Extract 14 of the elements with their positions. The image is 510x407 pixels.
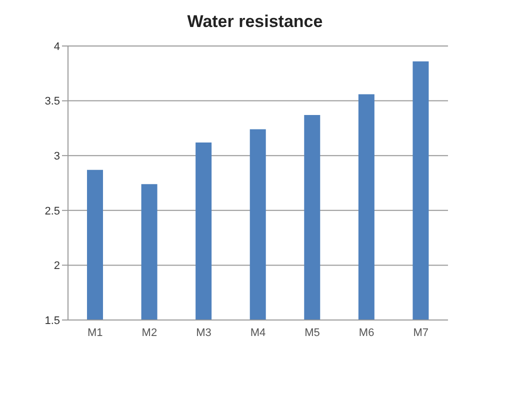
- x-tick-label: M5: [304, 326, 320, 339]
- y-tick-label: 2.5: [44, 205, 60, 218]
- y-tick-label: 1.5: [44, 314, 60, 327]
- y-tick-label: 3: [54, 150, 60, 163]
- x-tick-label: M1: [88, 326, 103, 339]
- x-tick-label: M4: [250, 326, 266, 339]
- chart-title: Water resistance: [186, 12, 324, 33]
- y-tick-label: 4: [54, 40, 60, 53]
- x-tick-label: M2: [142, 326, 158, 339]
- y-tick-label: 2: [54, 260, 60, 272]
- x-tick-label: M3: [196, 326, 212, 339]
- x-tick-label: M6: [358, 326, 374, 339]
- y-tick-label: 3.5: [44, 96, 60, 108]
- x-tick-label: M7: [413, 326, 428, 339]
